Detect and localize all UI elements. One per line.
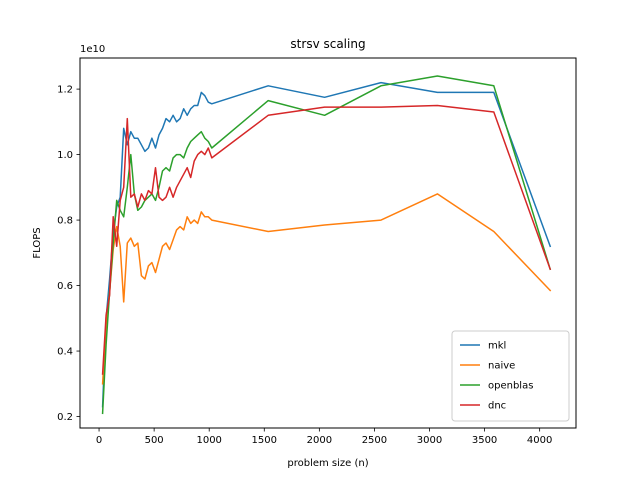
x-tick-label: 1000 xyxy=(196,435,221,446)
legend: mkl naive openblas dnc xyxy=(451,330,570,422)
legend-label-openblas: openblas xyxy=(488,381,533,392)
y-tick-label: 0.2 xyxy=(57,412,73,423)
y-tick-label: 1.0 xyxy=(57,150,73,161)
series-line-mkl xyxy=(101,81,552,408)
series-line-openblas xyxy=(101,75,552,415)
y-offset-text: 1e10 xyxy=(80,44,105,55)
y-axis: 0.2 0.4 0.6 0.8 1.0 1.2 xyxy=(57,85,80,423)
x-tick-label: 3000 xyxy=(417,435,442,446)
legend-label-mkl: mkl xyxy=(488,341,506,352)
series-line-naive xyxy=(101,193,552,385)
chart-title: strsv scaling xyxy=(290,37,365,51)
x-tick-label: 2000 xyxy=(307,435,332,446)
x-tick-label: 3500 xyxy=(472,435,497,446)
legend-label-dnc: dnc xyxy=(488,401,506,412)
legend-box xyxy=(451,330,570,422)
x-tick-label: 0 xyxy=(96,435,102,446)
y-tick-label: 1.2 xyxy=(57,85,73,96)
legend-label-naive: naive xyxy=(488,361,515,372)
y-tick-label: 0.4 xyxy=(57,347,73,358)
x-tick-label: 500 xyxy=(145,435,164,446)
x-tick-label: 2500 xyxy=(362,435,387,446)
y-tick-label: 0.8 xyxy=(57,216,73,227)
y-tick-label: 0.6 xyxy=(57,281,73,292)
plot-lines xyxy=(101,75,552,415)
plot-area-frame xyxy=(79,57,577,429)
x-tick-label: 4000 xyxy=(527,435,552,446)
y-axis-label: FLOPS xyxy=(32,227,43,258)
x-tick-label: 1500 xyxy=(252,435,277,446)
x-axis: 0 500 1000 1500 2000 2500 3000 3500 4000 xyxy=(96,428,552,446)
series-line-dnc xyxy=(101,104,552,375)
x-axis-label: problem size (n) xyxy=(287,458,368,469)
